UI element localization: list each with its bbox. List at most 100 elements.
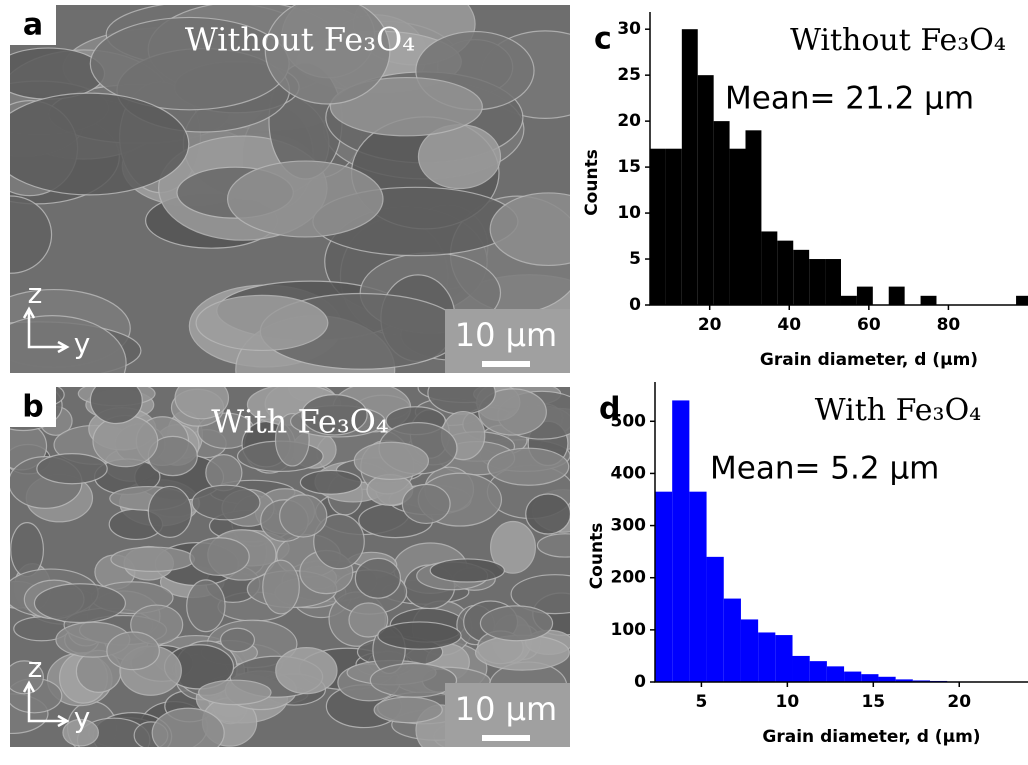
y-tick-label: 25 [617,65,641,85]
grain [355,558,400,598]
bar [841,296,857,305]
y-tick-label: 30 [617,19,641,39]
grain [374,697,442,723]
x-tick-label: 20 [698,315,722,335]
scale-bar [482,735,530,741]
bar [650,149,666,305]
grain [199,680,271,704]
x-axis-label: Grain diameter, d (µm) [762,727,980,747]
y-tick-label: 20 [617,111,641,131]
grain [378,622,461,649]
bar [825,259,841,305]
axis-y: y [74,327,91,360]
bar [844,672,861,682]
bar [857,287,873,305]
grain [196,295,328,350]
bar [810,661,827,682]
bar [666,149,682,305]
x-axis-label: Grain diameter, d (µm) [760,350,978,370]
panel-label: c [594,22,612,57]
mean-label: Mean= 21.2 µm [725,81,974,117]
bar [741,619,758,682]
bar [698,75,714,305]
scale-bar [482,361,530,367]
bar [1016,296,1028,305]
grain [300,470,361,494]
grain [190,538,249,576]
grain [488,448,569,485]
bar [878,677,895,682]
bar [761,231,777,305]
bar [672,400,689,682]
y-tick-label: 300 [611,516,647,536]
grain [280,495,327,537]
grain [37,454,107,484]
bar [889,287,905,305]
grain [93,416,158,467]
y-tick-label: 100 [611,620,647,640]
grain [402,484,450,523]
x-tick-label: 10 [776,692,800,712]
grain [263,560,300,614]
grain [276,648,337,694]
bar [861,674,878,682]
bars [650,29,1028,305]
panel-label: b [22,390,43,425]
grain [192,485,260,520]
grain [111,547,194,571]
grain [0,93,189,195]
y-tick-label: 15 [617,157,641,177]
bar [745,130,761,305]
bar [707,557,724,682]
bar [809,259,825,305]
bars [655,400,982,682]
grain [152,708,224,757]
grain [430,559,504,582]
grain [526,494,571,534]
grain [480,606,552,641]
axis-y: y [74,701,91,734]
y-tick-label: 5 [629,249,641,269]
grain [0,48,105,99]
grain [221,628,255,651]
panel-label: d [599,392,620,427]
bar [655,492,672,682]
bar [793,250,809,305]
image-caption: Without Fe₃O₄ [185,21,415,59]
y-axis-label: Counts [587,523,607,590]
x-tick-label: 5 [695,692,707,712]
grain [370,663,456,697]
grain [34,584,125,623]
bar [714,121,730,305]
grain [107,632,159,670]
grain [537,534,592,557]
axis-z: z [28,277,43,310]
scale-label: 10 µm [455,316,557,354]
bar [777,241,793,305]
bar [775,635,792,682]
annotation: Without Fe₃O₄ [790,23,1006,58]
grain [11,523,44,577]
bar [730,149,746,305]
image-caption: With Fe₃O₄ [211,403,388,441]
figure: aWithout Fe₃O₄10 µmzybWith Fe₃O₄10 µmzy0… [0,0,1028,765]
grain [187,580,225,632]
mean-label: Mean= 5.2 µm [710,451,939,487]
bar [682,29,698,305]
x-tick-label: 15 [861,692,885,712]
x-tick-label: 60 [857,315,881,335]
panel-label: a [23,8,43,43]
x-tick-label: 40 [777,315,801,335]
y-tick-label: 10 [617,203,641,223]
axis-z: z [28,651,43,684]
bar [793,656,810,682]
y-tick-label: 0 [629,295,641,315]
bar [921,296,937,305]
y-axis-label: Counts [582,149,602,216]
grain [228,161,383,237]
bar [827,666,844,682]
annotation: With Fe₃O₄ [815,393,981,428]
grain [148,486,191,537]
x-tick-label: 20 [947,692,971,712]
bar [689,492,706,682]
